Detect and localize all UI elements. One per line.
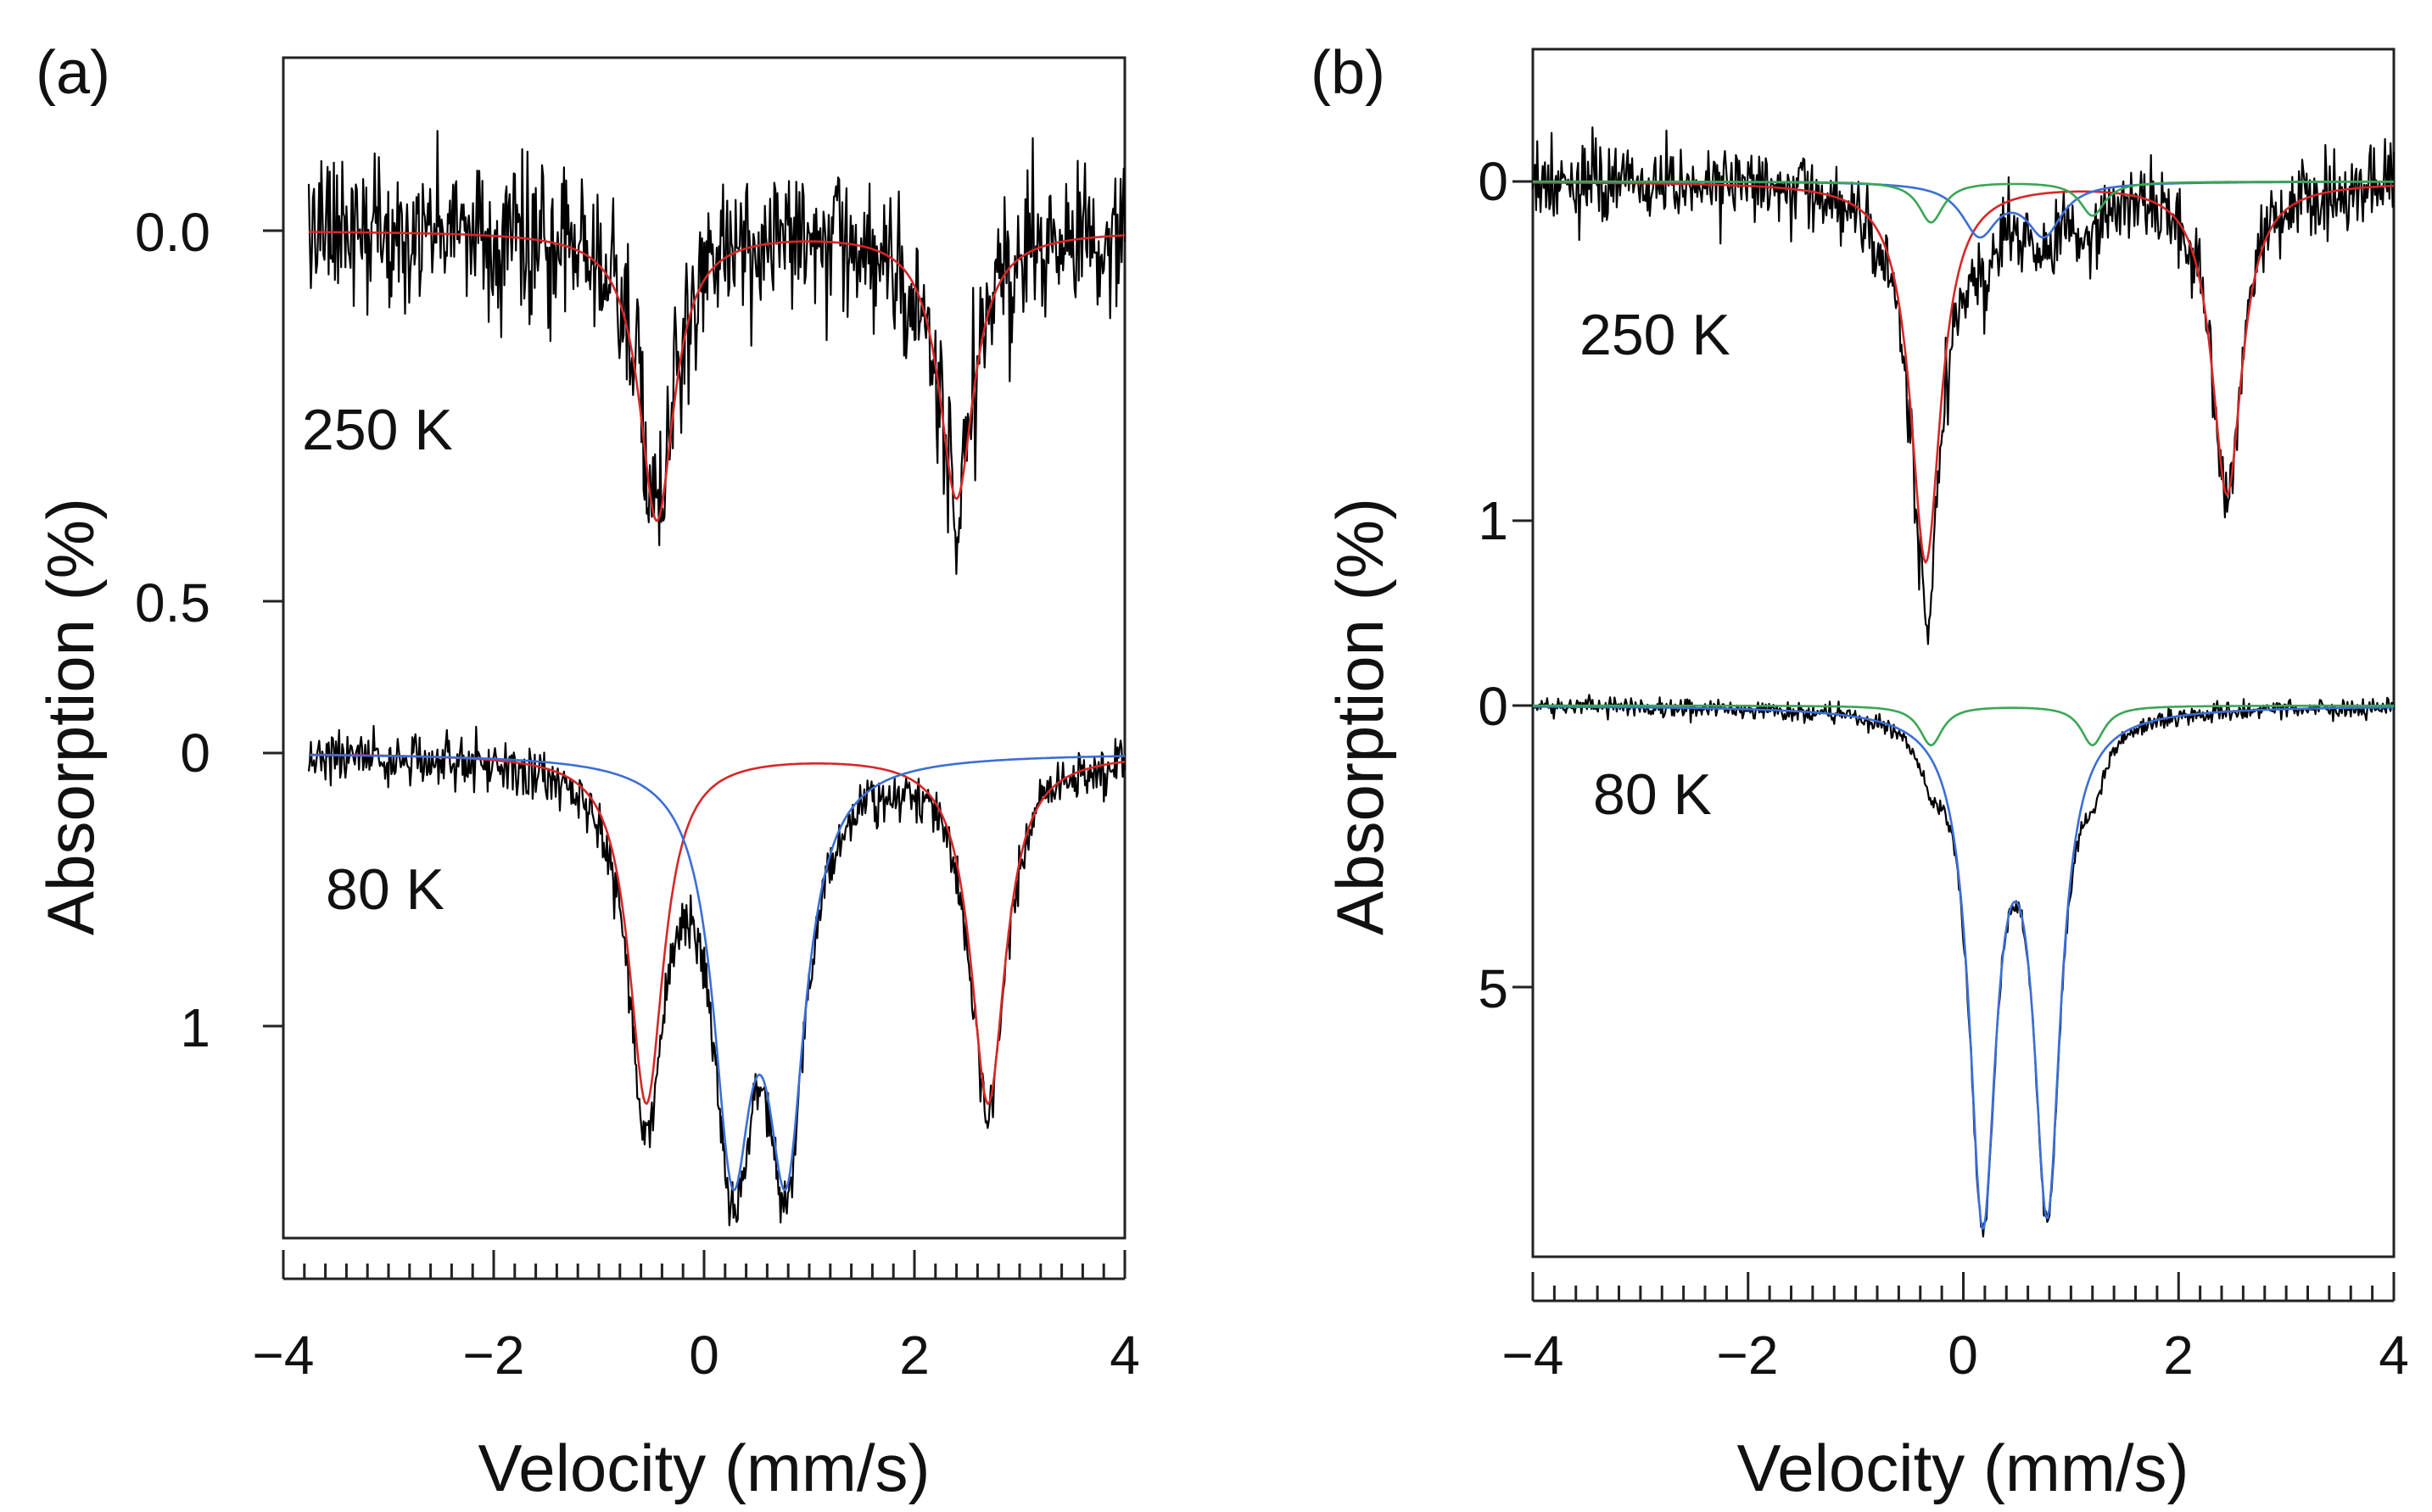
panel-b-xtick-label: −4: [1502, 1325, 1564, 1386]
panel-b-label: (b): [1311, 39, 1385, 107]
panel-a-ytick-label: 1: [180, 997, 210, 1058]
panel-b-xtick-label: −2: [1717, 1325, 1779, 1386]
panel-a-label: (a): [36, 39, 110, 107]
panel-b-80k-label: 80 K: [1593, 762, 1712, 827]
panel-b-xtick-label: 0: [1948, 1325, 1978, 1386]
fit-component-line: [309, 754, 1125, 1191]
panel-b-y-axis-title: Absorption (%): [1322, 498, 1397, 935]
panel-a-80k-label: 80 K: [326, 857, 444, 922]
panel-a-x-axis-title: Velocity (mm/s): [478, 1431, 930, 1505]
panel-a-xtick-label: 2: [899, 1325, 930, 1386]
panel-b-x-axis-title: Velocity (mm/s): [1736, 1431, 2189, 1505]
fit-component-line: [1533, 706, 2395, 1230]
panel-b-plot-frame: [1531, 47, 2396, 1258]
panel-b-250k-label: 250 K: [1579, 303, 1730, 367]
panel-a-ytick-label: 0.5: [135, 572, 210, 633]
panel-a: (a) 250 K 80 K 0.0 0.5 0 1 −4 −2 0 2 4 V…: [33, 39, 1140, 1505]
panel-a-y-ticks: [263, 229, 283, 1028]
panel-a-250k-group: [307, 130, 1127, 575]
panel-a-y-axis-title: Absorption (%): [33, 498, 108, 935]
panel-b-80k-group: [1532, 694, 2396, 1238]
fit-component-line: [1533, 181, 2395, 564]
panel-b-ytick-label: 1: [1478, 490, 1508, 551]
panel-a-xtick-label: −4: [253, 1325, 315, 1386]
panel-b-xtick-label: 2: [2163, 1325, 2194, 1386]
panel-b-x-ticks: [1531, 1272, 2396, 1303]
panel-b-ytick-label: 0: [1478, 676, 1508, 737]
panel-a-80k-group: [307, 724, 1127, 1227]
panel-b: (b) 250 K 80 K 0 1 0 5 −4 −2 0 2 4 Veloc…: [1311, 39, 2409, 1505]
panel-a-x-ticks: [282, 1250, 1127, 1280]
panel-b-ytick-label: 5: [1478, 958, 1508, 1019]
panel-a-xtick-label: 0: [689, 1325, 719, 1386]
panel-a-ytick-label: 0.0: [135, 202, 210, 263]
panel-a-plot-frame: [282, 56, 1127, 1240]
measured-data-trace: [1531, 126, 2396, 645]
panel-b-250k-group: [1531, 126, 2396, 645]
fit-component-line: [1533, 704, 2394, 747]
fit-component-line: [309, 231, 1126, 522]
panel-b-y-ticks: [1512, 180, 1533, 989]
panel-b-ytick-label: 0: [1478, 151, 1508, 212]
measured-data-trace: [307, 724, 1127, 1227]
panel-a-250k-label: 250 K: [302, 398, 453, 462]
measured-data-trace: [307, 130, 1127, 575]
panel-a-ytick-label: 0: [180, 723, 210, 784]
panel-b-xtick-label: 4: [2379, 1325, 2409, 1386]
panel-a-xtick-label: 4: [1110, 1325, 1140, 1386]
panel-a-xtick-label: −2: [463, 1325, 525, 1386]
fit-component-line: [1533, 180, 2394, 224]
